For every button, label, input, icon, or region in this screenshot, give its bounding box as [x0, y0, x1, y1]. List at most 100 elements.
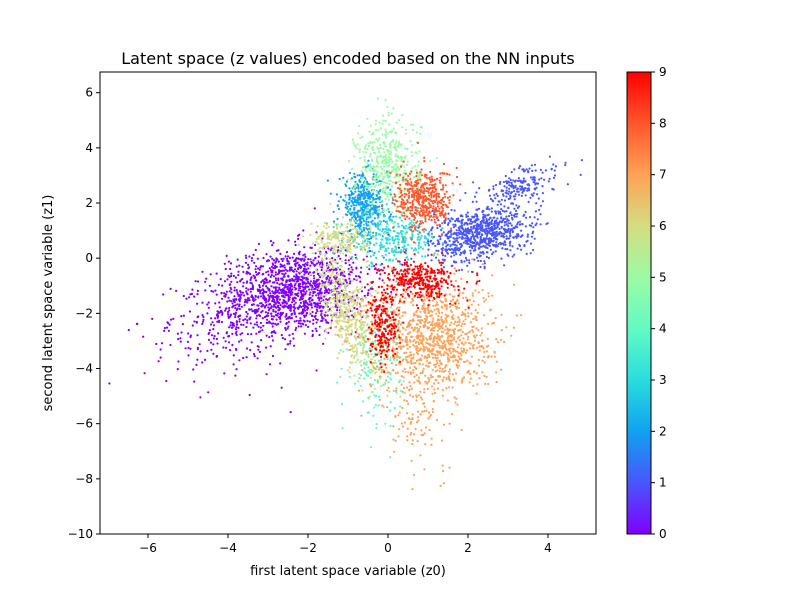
data-point — [463, 376, 466, 379]
data-point — [373, 165, 376, 168]
data-point — [347, 303, 350, 306]
data-point — [490, 222, 493, 226]
data-point — [228, 283, 231, 286]
data-point — [399, 144, 402, 147]
data-point — [228, 306, 231, 310]
data-point — [449, 342, 452, 345]
data-point — [327, 225, 330, 228]
data-point — [248, 317, 251, 320]
data-point — [381, 235, 384, 238]
data-point — [501, 209, 504, 212]
data-point — [350, 190, 353, 193]
data-point — [212, 337, 215, 340]
data-point — [526, 235, 529, 238]
data-point — [516, 221, 520, 224]
data-point — [355, 319, 358, 322]
data-point — [494, 221, 497, 224]
data-point — [237, 294, 240, 297]
data-point — [392, 389, 395, 393]
data-point — [412, 249, 416, 252]
data-point — [368, 130, 371, 133]
data-point — [534, 183, 537, 186]
data-point — [387, 162, 390, 165]
data-point — [303, 258, 306, 261]
data-point — [383, 175, 386, 178]
data-point — [530, 235, 534, 238]
data-point — [375, 394, 378, 397]
data-point — [325, 265, 328, 268]
data-point — [354, 361, 357, 364]
data-point — [302, 229, 305, 232]
data-point — [201, 270, 204, 273]
data-point — [196, 289, 199, 292]
data-point — [350, 301, 353, 304]
data-point — [196, 302, 199, 305]
data-point — [357, 203, 360, 206]
data-point — [528, 167, 531, 170]
data-point — [239, 291, 242, 294]
data-point — [503, 185, 506, 188]
data-point — [382, 177, 385, 180]
data-point — [364, 168, 367, 171]
data-point — [302, 305, 305, 308]
data-point — [291, 312, 294, 315]
data-point — [406, 256, 409, 259]
data-point — [245, 256, 248, 259]
data-point — [460, 244, 464, 247]
data-point — [342, 295, 345, 298]
data-point — [496, 223, 499, 226]
data-point — [375, 157, 378, 161]
data-point — [265, 253, 268, 256]
cluster-label-6 — [297, 210, 376, 264]
data-point — [301, 257, 304, 260]
data-point — [180, 315, 183, 318]
data-point — [417, 343, 420, 346]
data-point — [302, 268, 305, 271]
data-point — [370, 133, 373, 136]
data-point — [357, 358, 360, 361]
data-point — [195, 363, 198, 366]
data-point — [503, 210, 506, 213]
data-point — [490, 210, 493, 213]
data-point — [240, 323, 243, 326]
data-point — [345, 306, 348, 309]
data-point — [490, 227, 493, 231]
data-point — [387, 227, 390, 230]
data-point — [354, 201, 357, 204]
data-point — [481, 263, 484, 266]
data-point — [248, 255, 251, 258]
data-point — [401, 333, 404, 336]
data-point — [466, 359, 469, 362]
data-point — [285, 281, 288, 284]
data-point — [450, 217, 453, 220]
data-point — [269, 269, 273, 272]
data-point — [235, 333, 238, 337]
data-point — [388, 242, 391, 245]
data-point — [301, 280, 304, 283]
data-point — [516, 190, 519, 193]
data-point — [334, 249, 337, 252]
data-point — [365, 244, 368, 247]
data-point — [359, 221, 362, 225]
data-point — [360, 176, 363, 179]
data-point — [328, 242, 331, 245]
data-point — [410, 247, 413, 250]
data-point — [322, 299, 325, 302]
data-point — [308, 320, 311, 323]
data-point — [305, 311, 309, 315]
data-point — [367, 355, 370, 358]
data-point — [552, 176, 556, 179]
data-point — [367, 190, 370, 193]
data-point — [373, 251, 376, 254]
data-point — [372, 131, 375, 134]
data-point — [392, 127, 395, 130]
data-point — [246, 301, 249, 304]
data-point — [308, 300, 311, 303]
data-point — [222, 336, 225, 339]
data-point — [359, 304, 362, 308]
data-point — [401, 246, 404, 249]
y-axis-label: second latent space variable (z1) — [41, 195, 56, 412]
data-point — [422, 367, 425, 370]
data-point — [352, 238, 355, 241]
data-point — [405, 231, 409, 234]
